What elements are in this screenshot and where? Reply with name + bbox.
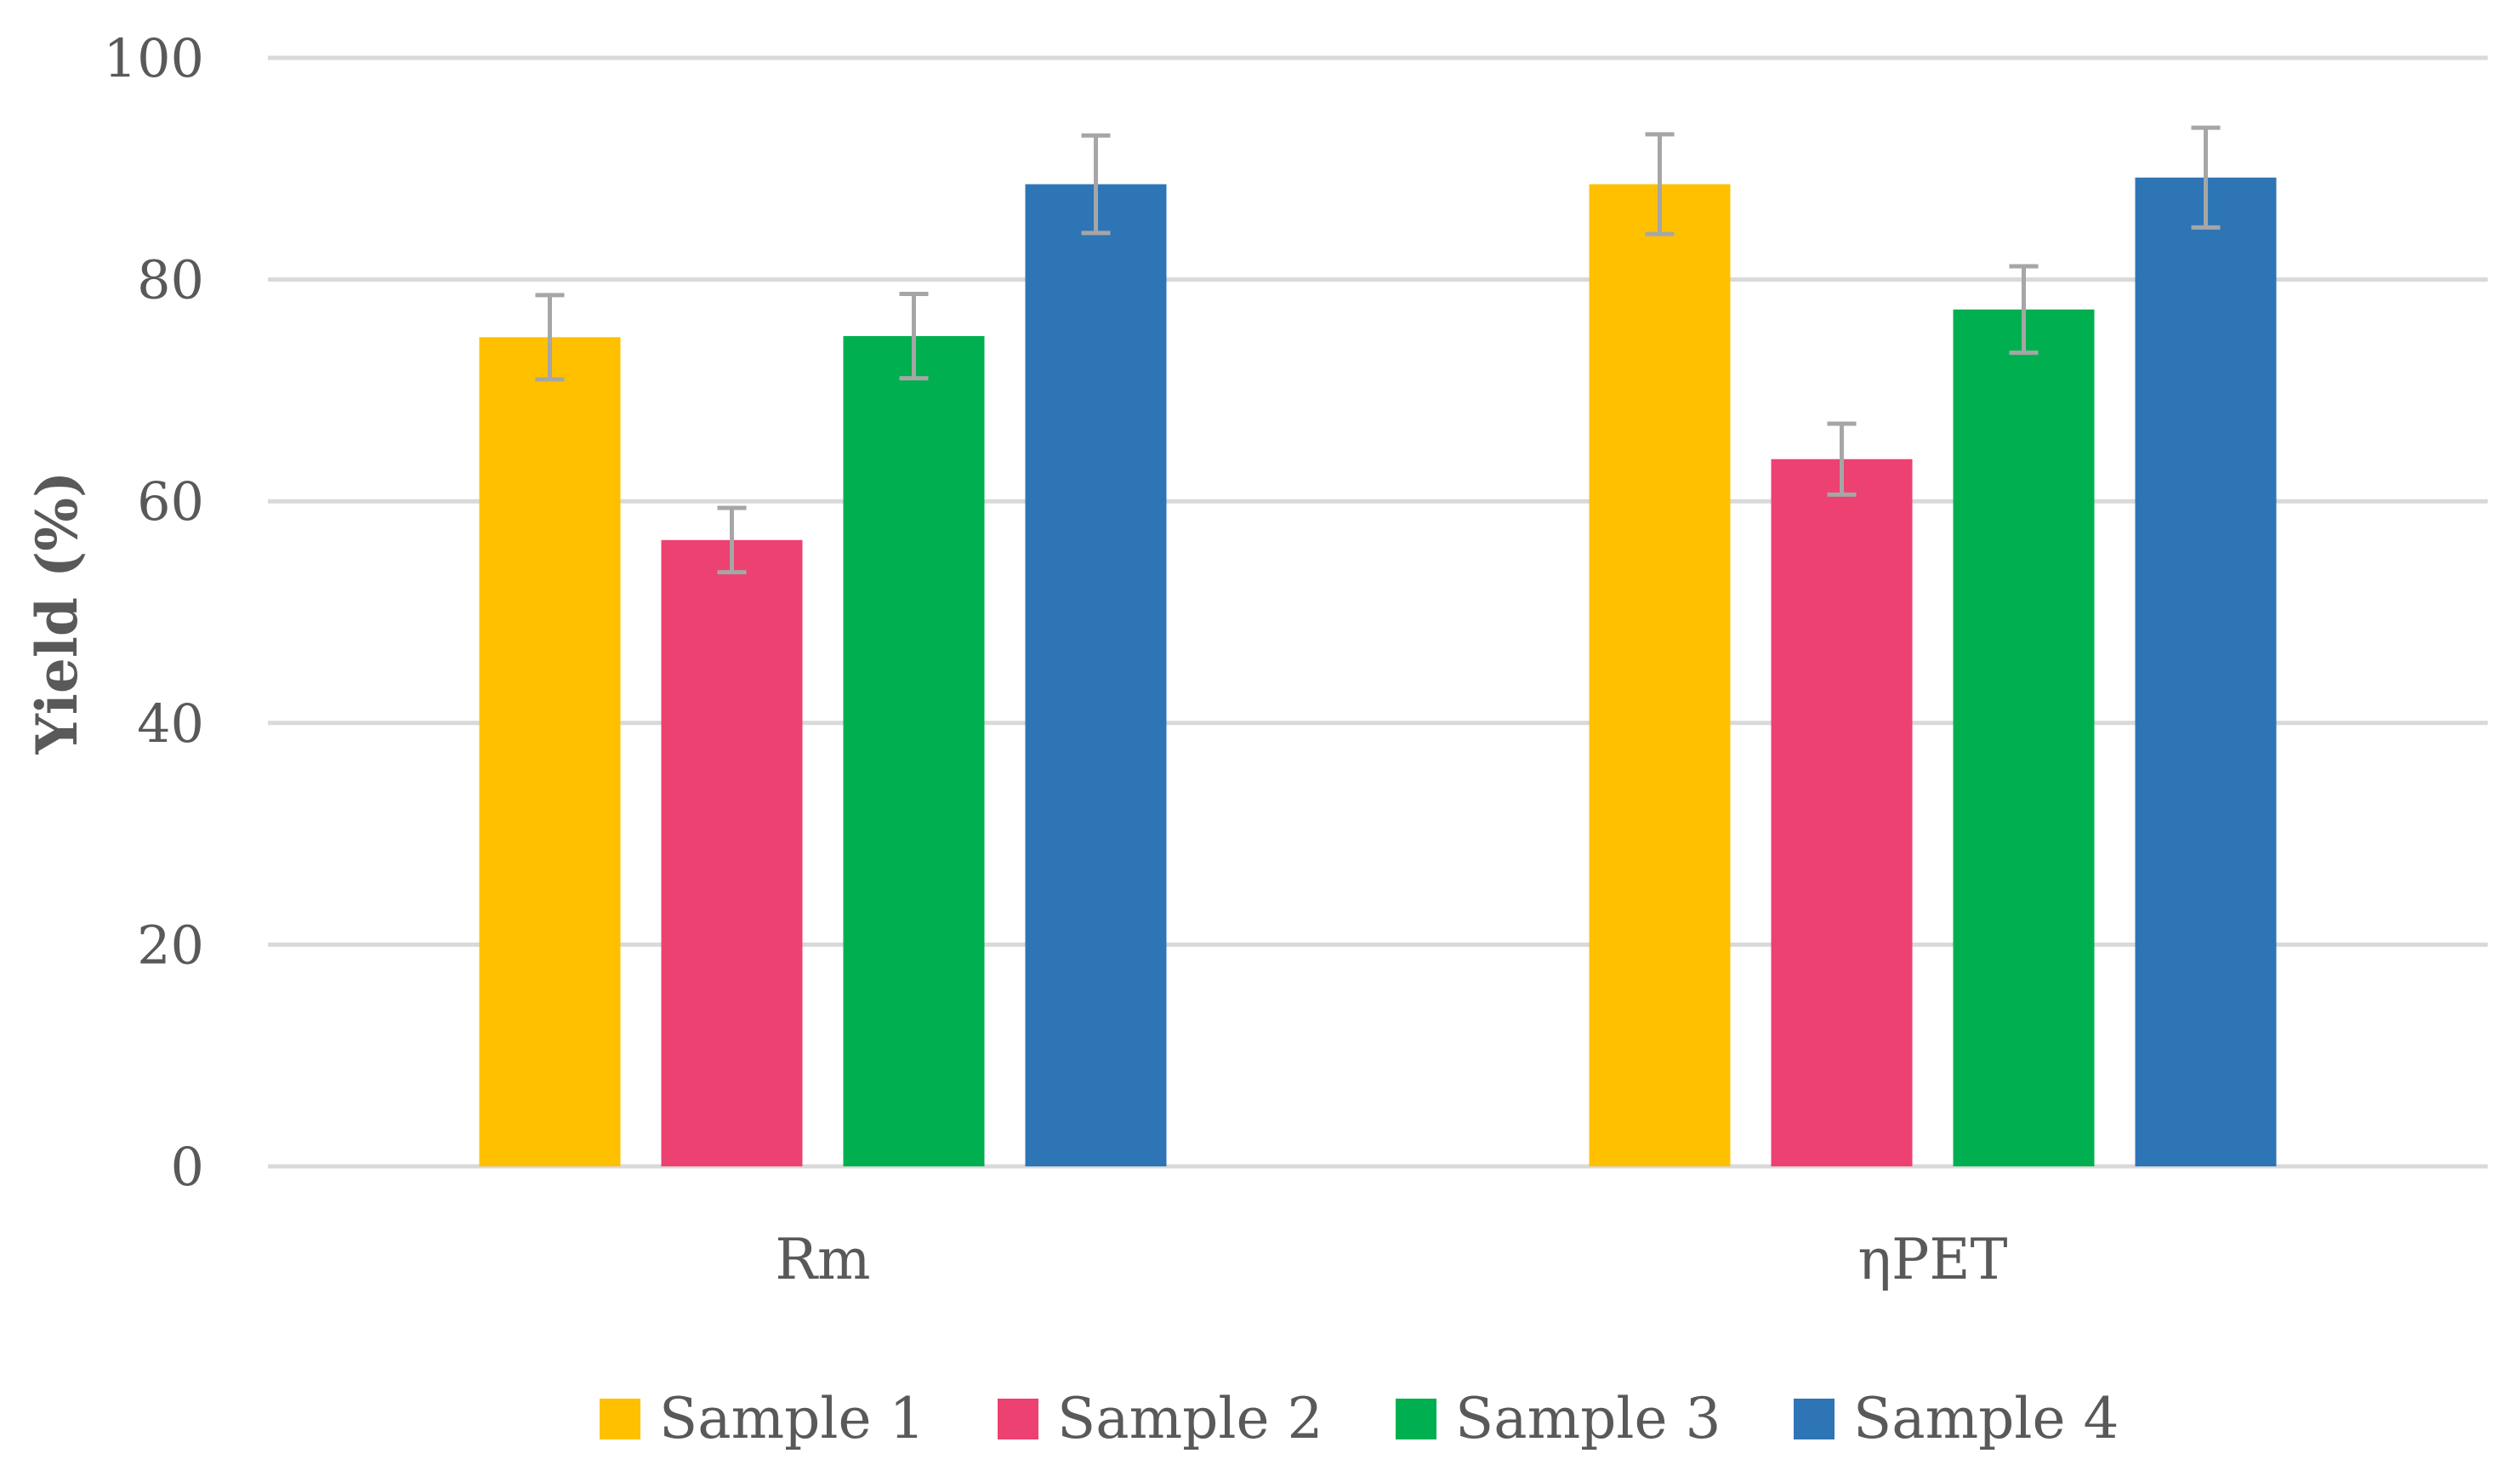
y-tick-label: 40 (137, 693, 204, 755)
error-bar (2191, 125, 2221, 230)
y-tick-label: 80 (137, 249, 204, 311)
gridlines (268, 55, 2488, 1169)
bar-sample-2-1 (1771, 459, 1913, 1166)
bar-sample-4-0 (1025, 184, 1167, 1167)
legend-swatch (600, 1399, 640, 1439)
legend-item: Sample 3 (1396, 1386, 1721, 1451)
bar-sample-1-1 (1589, 184, 1731, 1167)
y-axis-ticks: 0 20 40 60 80 100 (104, 27, 204, 1198)
bar-sample-2-0 (661, 539, 803, 1166)
bar-sample-3-0 (843, 336, 985, 1167)
y-tick-label: 20 (137, 914, 204, 976)
legend: Sample 1 Sample 2 Sample 3 Sample 4 (600, 1386, 2119, 1451)
error-bar (1081, 133, 1111, 236)
error-bars (535, 125, 2221, 575)
error-bar (717, 505, 747, 575)
bars (479, 177, 2277, 1167)
legend-swatch (998, 1399, 1038, 1439)
legend-item: Sample 1 (600, 1386, 925, 1451)
error-bar (1645, 132, 1675, 237)
error-bar (1827, 421, 1857, 497)
error-bar (535, 293, 565, 382)
x-axis-categories: Rm ηPET (775, 1227, 2007, 1292)
x-category-label: ηPET (1857, 1227, 2007, 1292)
error-bar (899, 292, 929, 381)
legend-swatch (1794, 1399, 1835, 1439)
error-bar (2009, 264, 2039, 356)
legend-label: Sample 2 (1057, 1386, 1323, 1451)
y-tick-label: 0 (171, 1136, 204, 1198)
y-tick-label: 100 (104, 27, 204, 89)
legend-item: Sample 2 (998, 1386, 1323, 1451)
legend-label: Sample 4 (1853, 1386, 2119, 1451)
bar-sample-3-1 (1953, 309, 2095, 1166)
legend-label: Sample 1 (659, 1386, 925, 1451)
legend-label: Sample 3 (1455, 1386, 1721, 1451)
y-tick-label: 60 (137, 470, 204, 533)
legend-item: Sample 4 (1794, 1386, 2119, 1451)
x-category-label: Rm (775, 1227, 870, 1292)
y-axis-title: Yield (%) (24, 471, 90, 755)
legend-swatch (1396, 1399, 1436, 1439)
bar-sample-4-1 (2135, 177, 2277, 1166)
bar-sample-1-0 (479, 337, 621, 1167)
